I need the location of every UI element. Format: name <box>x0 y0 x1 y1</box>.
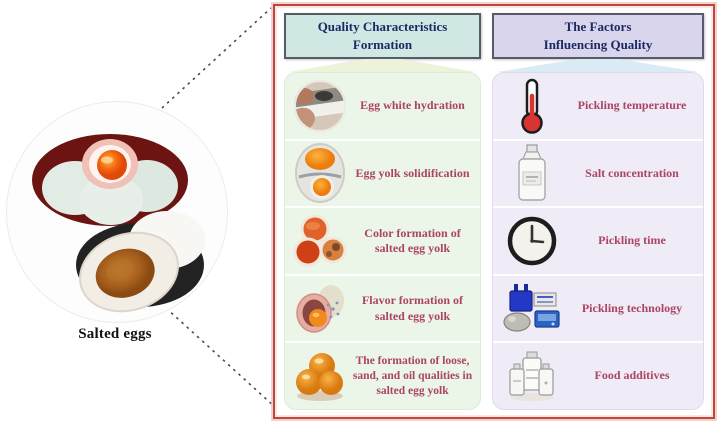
diagram-frame: Quality Characteristics Formation <box>273 4 715 419</box>
list-item: The formation of loose, sand, and oil qu… <box>285 341 480 409</box>
bottles-icon <box>496 350 568 402</box>
influencing-factors-column: The Factors Influencing Quality Pickling… <box>492 13 704 410</box>
list-item: Color formation of salted egg yolk <box>285 206 480 274</box>
salted-eggs-caption: Salted eggs <box>78 326 152 342</box>
list-item: Egg yolk solidification <box>285 138 480 207</box>
item-label: Pickling technology <box>581 300 683 315</box>
salted-eggs-illustration <box>32 134 205 313</box>
header-line2: Influencing Quality <box>543 37 653 52</box>
salted-eggs-photo <box>6 101 228 323</box>
item-label: Egg white hydration <box>360 98 465 113</box>
header-line2: Formation <box>352 37 413 52</box>
egg-yolk-photo-icon <box>288 143 352 204</box>
thermometer-icon <box>496 78 568 134</box>
header-line1: Quality Characteristics <box>317 19 448 35</box>
item-label: Pickling time <box>598 233 666 248</box>
influencing-factors-panel: Pickling temperature Salt concent <box>492 72 704 410</box>
item-label: Food additives <box>594 368 670 383</box>
quality-characteristics-header: Quality Characteristics Formation <box>284 13 481 59</box>
quality-characteristics-panel: Egg white hydration <box>284 72 481 410</box>
list-item: Food additives <box>493 341 703 409</box>
yolk-color-photo-icon <box>288 214 352 267</box>
left-connector-fan <box>289 59 476 72</box>
egg-white-photo-icon <box>288 79 352 132</box>
list-item: Pickling temperature <box>493 73 703 139</box>
item-label: Salt concentration <box>585 165 679 180</box>
item-label: The formation of loose, sand, and oil qu… <box>352 355 473 397</box>
item-label: Color formation of salted egg yolk <box>364 225 461 255</box>
item-label: Pickling temperature <box>577 98 687 113</box>
influencing-factors-header: The Factors Influencing Quality <box>492 13 704 59</box>
header-line1: The Factors <box>564 19 632 35</box>
quality-characteristics-column: Quality Characteristics Formation <box>284 13 481 410</box>
list-item: Flavor formation of salted egg yolk <box>285 273 480 342</box>
right-connector-fan <box>497 59 699 72</box>
list-item: Egg white hydration <box>285 73 480 139</box>
list-item: Pickling technology <box>493 273 703 342</box>
yolk-balls-photo-icon <box>288 350 352 402</box>
item-label: Flavor formation of salted egg yolk <box>361 293 464 323</box>
clock-icon <box>496 215 568 267</box>
machines-icon <box>496 283 568 335</box>
list-item: Pickling time <box>493 206 703 274</box>
list-item: Salt concentration <box>493 138 703 207</box>
item-label: Egg yolk solidification <box>355 165 470 180</box>
salt-bottle-icon <box>496 144 568 202</box>
egg-flavor-photo-icon <box>288 283 352 335</box>
